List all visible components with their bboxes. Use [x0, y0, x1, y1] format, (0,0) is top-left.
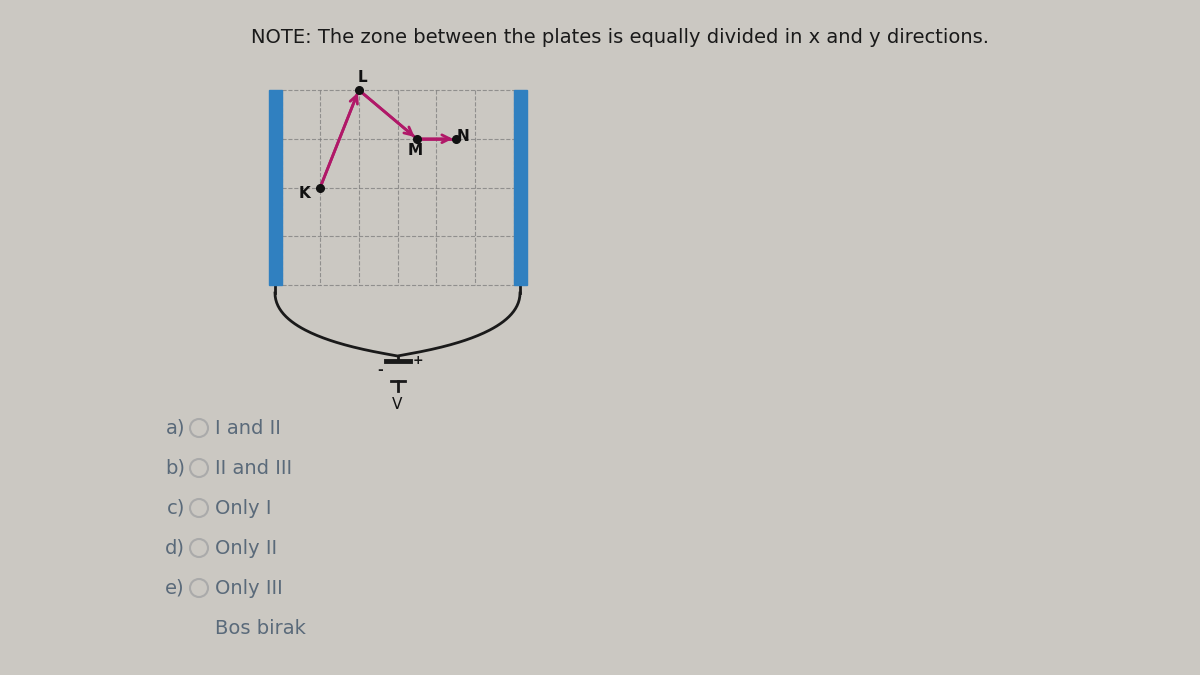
Text: Only II: Only II [215, 539, 277, 558]
Text: V: V [392, 397, 403, 412]
Text: II and III: II and III [215, 458, 292, 477]
Text: K: K [299, 186, 310, 201]
Text: N: N [457, 129, 470, 144]
Text: NOTE: The zone between the plates is equally divided in x and y directions.: NOTE: The zone between the plates is equ… [251, 28, 989, 47]
Text: +: + [413, 354, 424, 367]
Text: d): d) [166, 539, 185, 558]
Text: Bos birak: Bos birak [215, 618, 306, 637]
Text: Only I: Only I [215, 499, 271, 518]
Text: b): b) [166, 458, 185, 477]
Bar [269, 90, 282, 285]
Text: -: - [377, 363, 383, 377]
Bar [514, 90, 527, 285]
Text: c): c) [167, 499, 185, 518]
Text: M: M [407, 143, 422, 158]
Text: e): e) [166, 578, 185, 597]
Text: a): a) [166, 418, 185, 437]
Text: Only III: Only III [215, 578, 283, 597]
Text: I and II: I and II [215, 418, 281, 437]
Text: L: L [358, 70, 367, 86]
